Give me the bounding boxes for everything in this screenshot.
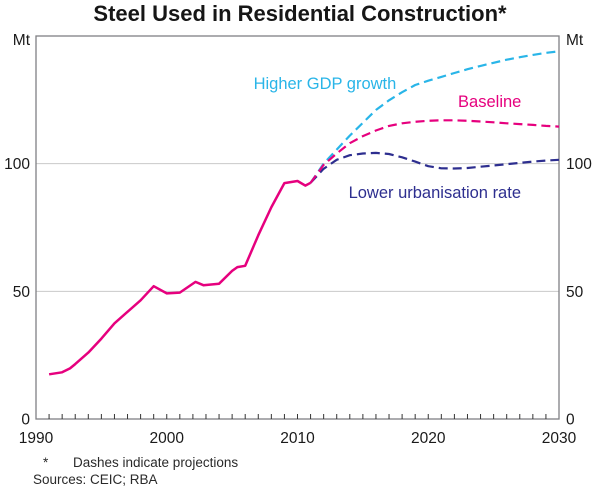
series-line-higher-gdp-growth xyxy=(309,50,560,184)
y-axis-label-left-100: 100 xyxy=(4,156,30,173)
footnote-line: * Dashes indicate projections xyxy=(33,454,238,471)
series-line-baseline xyxy=(309,119,560,184)
chart-title: Steel Used in Residential Construction* xyxy=(93,1,507,26)
y-axis-unit-right: Mt xyxy=(566,32,584,49)
y-axis-label-left-50: 50 xyxy=(13,284,31,301)
y-axis-label-right-50: 50 xyxy=(566,284,584,301)
x-axis-label-2010: 2010 xyxy=(280,430,315,447)
x-axis-label-2030: 2030 xyxy=(542,430,577,447)
footnote-marker: * xyxy=(43,455,49,470)
series-line-lower-urbanisation-rate xyxy=(309,151,560,184)
x-axis-label-1990: 1990 xyxy=(19,430,54,447)
lower-urbanisation-rate-label: Lower urbanisation rate xyxy=(349,184,521,202)
x-axis-label-2000: 2000 xyxy=(150,430,185,447)
sources-line: Sources: CEIC; RBA xyxy=(33,472,158,487)
series-line-history xyxy=(48,179,312,376)
baseline-label: Baseline xyxy=(458,93,521,111)
x-axis-label-2020: 2020 xyxy=(411,430,446,447)
higher-gdp-growth-label: Higher GDP growth xyxy=(254,75,397,93)
footnote-text: Dashes indicate projections xyxy=(73,455,239,470)
footnote: * Dashes indicate projections Sources: CE… xyxy=(33,454,238,488)
y-axis-label-right-100: 100 xyxy=(566,156,592,173)
y-axis-label-right-0: 0 xyxy=(566,412,575,429)
y-axis-label-left-0: 0 xyxy=(21,412,30,429)
y-axis-unit-left: Mt xyxy=(13,32,31,49)
